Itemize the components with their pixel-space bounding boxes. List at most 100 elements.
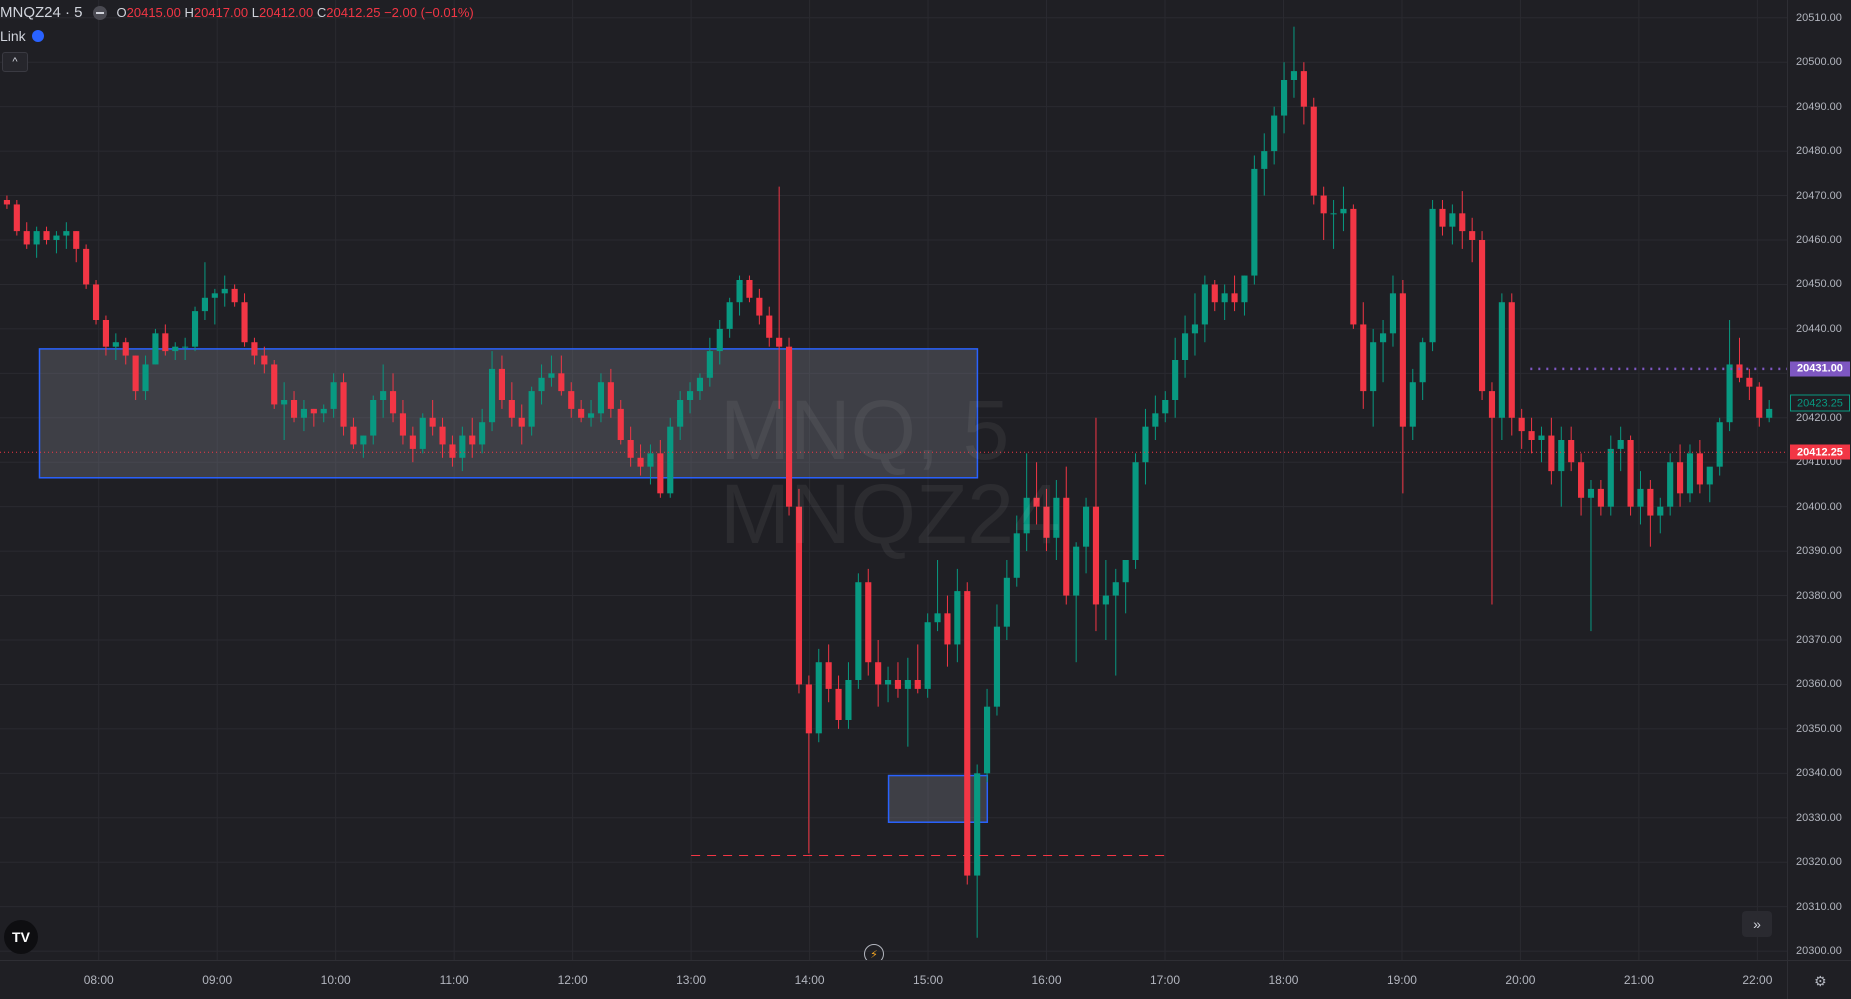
lightning-icon[interactable]: ⚡ (864, 944, 884, 960)
candle-body (439, 426, 446, 445)
candle-body (667, 426, 674, 494)
candle-body (92, 284, 100, 320)
candle-body (1498, 302, 1505, 418)
link-indicator[interactable]: Link (0, 28, 44, 44)
candle-body (340, 382, 347, 427)
candle-body (1102, 595, 1109, 605)
candle-body (528, 391, 535, 427)
price-tick-label: 20370.00 (1796, 634, 1842, 646)
chevron-up-icon: ^ (12, 56, 18, 68)
scroll-to-realtime-button[interactable]: » (1742, 911, 1772, 937)
candle-body (1677, 462, 1684, 494)
candle-body (191, 311, 199, 347)
candle-body (350, 426, 357, 445)
candle-body (776, 337, 783, 347)
candle-body (894, 680, 902, 689)
symbol-title[interactable]: MNQZ24 · 5 (0, 4, 83, 21)
candle-body (706, 351, 713, 378)
candle-body (1379, 333, 1387, 343)
candle-body (548, 373, 555, 378)
candle-body (785, 346, 793, 507)
candle-body (746, 280, 753, 298)
time-tick-label: 14:00 (794, 973, 825, 987)
candle-body (825, 662, 832, 689)
candle-body (1587, 488, 1595, 498)
candle-body (1033, 497, 1040, 507)
candle-body (1300, 71, 1307, 107)
candle-body (1261, 151, 1268, 169)
candle-body (1152, 413, 1159, 427)
candle-body (231, 288, 238, 303)
candle-body (865, 582, 872, 663)
candle-body (1271, 115, 1278, 152)
double-chevron-right-icon: » (1753, 916, 1761, 932)
zone-rectangle (38, 348, 979, 479)
candle-body (1251, 168, 1258, 276)
candle-body (1112, 582, 1119, 596)
link-dot-icon (31, 30, 44, 42)
chart-pane[interactable]: MNQ, 5 MNQZ24 MNQZ24 · 5 O20415.00 H2041… (0, 0, 1787, 960)
candle-body (518, 417, 525, 427)
candle-body (389, 391, 397, 414)
candle-body (1469, 231, 1476, 240)
candle-body (162, 333, 169, 352)
candle-body (677, 400, 684, 427)
candle-body (1360, 324, 1367, 392)
candle-body (221, 288, 228, 294)
candle-body (1162, 400, 1169, 414)
candle-body (974, 773, 981, 876)
candle-body (1657, 506, 1664, 516)
candle-body (300, 408, 308, 418)
candle-body (1637, 488, 1644, 507)
tradingview-logo-icon[interactable]: TV (4, 920, 38, 954)
candle-body (1518, 417, 1525, 432)
ohlc-values: O20415.00 H20417.00 L20412.00 C20412.25 … (116, 5, 474, 20)
chart-canvas[interactable] (0, 0, 1787, 960)
candle-body (1706, 466, 1713, 485)
candle-body (617, 408, 624, 440)
time-tick-label: 17:00 (1149, 973, 1181, 987)
candle-body (1617, 440, 1624, 449)
candle-body (607, 382, 614, 409)
candle-body (993, 626, 1001, 707)
time-tick-label: 19:00 (1386, 973, 1417, 987)
hide-legend-icon[interactable] (92, 5, 107, 20)
candle-body (1568, 440, 1575, 463)
candle-body (627, 440, 634, 458)
collapse-legend-button[interactable]: ^ (2, 52, 28, 72)
candle-body (281, 400, 288, 405)
candle-body (1696, 453, 1703, 485)
candle-body (1191, 324, 1199, 334)
candle-body (1548, 435, 1555, 472)
price-tick-label: 20440.00 (1796, 322, 1842, 335)
candle-body (1597, 488, 1604, 507)
price-tick-label: 20490.00 (1796, 100, 1842, 113)
candle-body (855, 582, 862, 680)
candle-body (508, 400, 515, 418)
candle-body (1459, 213, 1466, 232)
price-tick-label: 20500.00 (1796, 56, 1842, 69)
candle-body (726, 302, 733, 329)
candle-body (1627, 440, 1634, 507)
candle-body (112, 342, 119, 347)
link-label: Link (0, 28, 26, 44)
candle-body (182, 346, 189, 348)
settings-gear-icon[interactable]: ⚙ (1814, 973, 1827, 989)
candle-body (1320, 195, 1327, 214)
candle-body (587, 413, 595, 418)
candle-body (83, 248, 90, 285)
candle-body (1667, 462, 1674, 507)
candle-body (964, 591, 971, 876)
time-axis[interactable]: 08:00 09:00 10:00 11:00 12:00 13:00 14:00 15:00… (0, 960, 1787, 999)
price-axis[interactable]: 20510.00 20500.00 20490.00 20480.00 20470.00… (1787, 0, 1851, 960)
price-badge-gray: 20423.25 (1790, 394, 1850, 412)
candle-body (1350, 208, 1357, 325)
candle-body (1063, 497, 1070, 596)
candle-body (1221, 293, 1228, 303)
candle-body (1647, 488, 1654, 516)
candle-body (211, 293, 218, 298)
candle-body (637, 457, 644, 467)
candle-body (954, 591, 961, 645)
price-tick-label: 20470.00 (1796, 189, 1842, 202)
candle-body (1023, 497, 1030, 534)
